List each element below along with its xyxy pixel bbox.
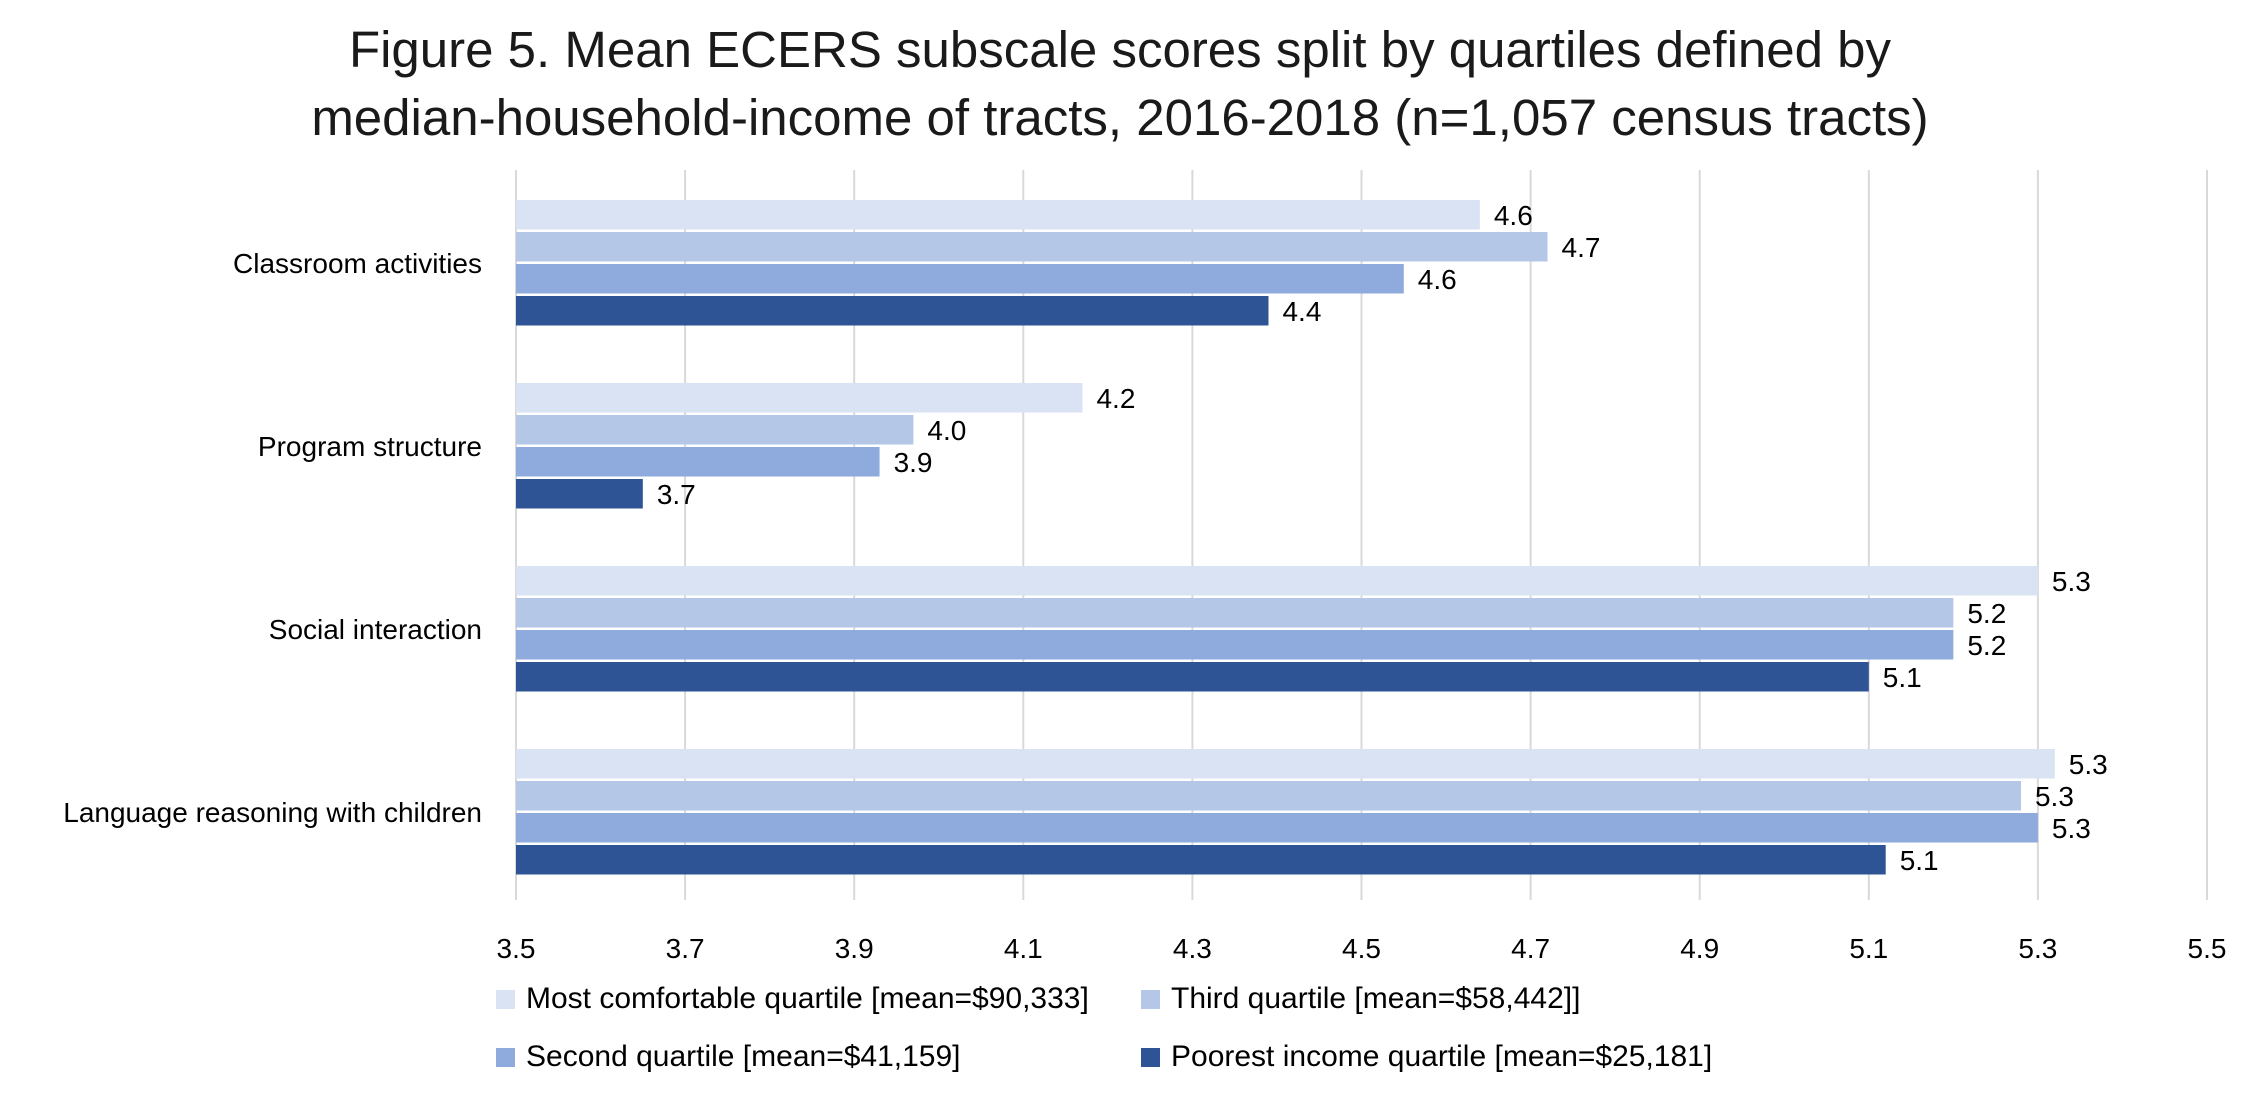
data-label: 5.1: [1883, 662, 1922, 693]
x-tick-label: 4.5: [1342, 933, 1381, 964]
chart-title: Figure 5. Mean ECERS subscale scores spl…: [311, 21, 1929, 146]
data-label: 4.2: [1096, 383, 1135, 414]
x-tick-label: 4.9: [1680, 933, 1719, 964]
bar-layer: [516, 200, 2055, 875]
data-label: 3.7: [657, 479, 696, 510]
bar: [516, 566, 2038, 596]
legend-swatch: [1141, 1048, 1160, 1067]
data-label: 5.3: [2069, 749, 2108, 780]
data-label: 4.0: [927, 415, 966, 446]
legend-entry: Poorest income quartile [mean=$25,181]: [1171, 1040, 1712, 1073]
legend-swatch: [496, 1048, 515, 1067]
category-label: Social interaction: [269, 614, 482, 645]
label-layer: 3.5 3.7 3.9 4.1 4.3 4.5 4.7 4.9 5.1 5.3 5.5 Classro…: [63, 200, 2226, 964]
bar: [516, 598, 1954, 628]
legend: Most comfortable quartile [mean=$90,333]…: [496, 982, 1712, 1073]
data-label: 5.3: [2052, 566, 2091, 597]
bar: [516, 415, 914, 445]
bar: [516, 200, 1480, 230]
x-tick-label: 5.3: [2018, 933, 2057, 964]
legend-entry: Third quartile [mean=$58,442]]: [1171, 982, 1580, 1015]
bar: [516, 749, 2055, 779]
data-label: 3.9: [894, 447, 933, 478]
data-label: 4.7: [1562, 232, 1601, 263]
bar: [516, 662, 1869, 692]
data-label: 5.2: [1967, 630, 2006, 661]
x-tick-label: 4.1: [1004, 933, 1043, 964]
bar: [516, 781, 2021, 811]
category-label: Language reasoning with children: [63, 797, 482, 828]
x-tick-label: 3.7: [666, 933, 705, 964]
legend-entry: Second quartile [mean=$41,159]: [526, 1040, 961, 1073]
x-tick-label: 3.5: [497, 933, 536, 964]
x-tick-label: 5.1: [1849, 933, 1888, 964]
bar: [516, 479, 643, 509]
data-label: 5.1: [1900, 845, 1939, 876]
x-tick-label: 4.7: [1511, 933, 1550, 964]
data-label: 5.3: [2052, 813, 2091, 844]
bar: [516, 630, 1954, 660]
bar: [516, 447, 880, 477]
x-tick-label: 5.5: [2188, 933, 2227, 964]
x-tick-label: 4.3: [1173, 933, 1212, 964]
legend-swatch: [496, 990, 515, 1009]
legend-entry: Most comfortable quartile [mean=$90,333]: [526, 982, 1089, 1015]
category-label: Program structure: [258, 431, 482, 462]
bar: [516, 296, 1269, 326]
data-label: 4.6: [1418, 264, 1457, 295]
data-label: 5.3: [2035, 781, 2074, 812]
bar: [516, 813, 2038, 843]
bar: [516, 383, 1083, 413]
legend-swatch: [1141, 990, 1160, 1009]
bar: [516, 845, 1886, 875]
data-label: 4.6: [1494, 200, 1533, 231]
bar: [516, 232, 1548, 262]
category-label: Classroom activities: [233, 248, 482, 279]
data-label: 5.2: [1967, 598, 2006, 629]
bar: [516, 264, 1404, 294]
x-tick-label: 3.9: [835, 933, 874, 964]
data-label: 4.4: [1282, 296, 1321, 327]
